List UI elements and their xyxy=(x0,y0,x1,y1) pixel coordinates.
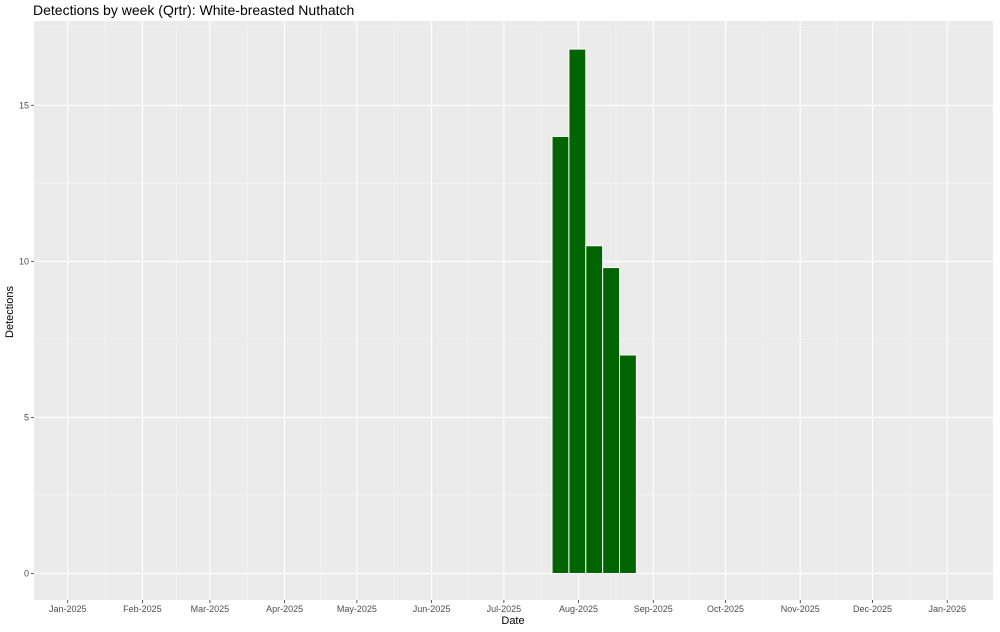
x-tick-label: Mar-2025 xyxy=(191,604,230,614)
y-tick-label: 0 xyxy=(24,568,29,578)
y-axis: 0 5 10 15 xyxy=(19,100,34,578)
x-tick-label: Feb-2025 xyxy=(123,604,162,614)
plot-panel xyxy=(34,21,993,600)
x-tick-label: Jul-2025 xyxy=(487,604,522,614)
x-tick-label: Jan-2026 xyxy=(928,604,966,614)
x-tick-label: Jun-2025 xyxy=(413,604,451,614)
x-tick-label: May-2025 xyxy=(337,604,377,614)
x-tick-label: Jan-2025 xyxy=(49,604,87,614)
y-tick-label: 15 xyxy=(19,100,29,110)
y-tick-label: 5 xyxy=(24,412,29,422)
chart-title: Detections by week (Qrtr): White-breaste… xyxy=(33,2,355,18)
x-tick-label: Apr-2025 xyxy=(266,604,303,614)
grid-minor xyxy=(34,21,993,600)
grid-major xyxy=(34,21,993,600)
bar xyxy=(568,48,587,574)
y-tick-label: 10 xyxy=(19,256,29,266)
x-tick-label: Nov-2025 xyxy=(781,604,820,614)
bar xyxy=(585,245,604,574)
x-tick-label: Sep-2025 xyxy=(634,604,673,614)
x-axis-title: Date xyxy=(501,615,524,627)
x-tick-label: Dec-2025 xyxy=(853,604,892,614)
x-tick-label: Oct-2025 xyxy=(707,604,744,614)
bar xyxy=(619,354,637,574)
x-axis: Jan-2025 Feb-2025 Mar-2025 Apr-2025 May-2025… xyxy=(49,600,966,614)
bars xyxy=(551,48,637,574)
bar xyxy=(602,267,621,574)
x-tick-label: Aug-2025 xyxy=(559,604,598,614)
y-axis-title: Detections xyxy=(4,286,16,338)
bar xyxy=(551,135,570,574)
